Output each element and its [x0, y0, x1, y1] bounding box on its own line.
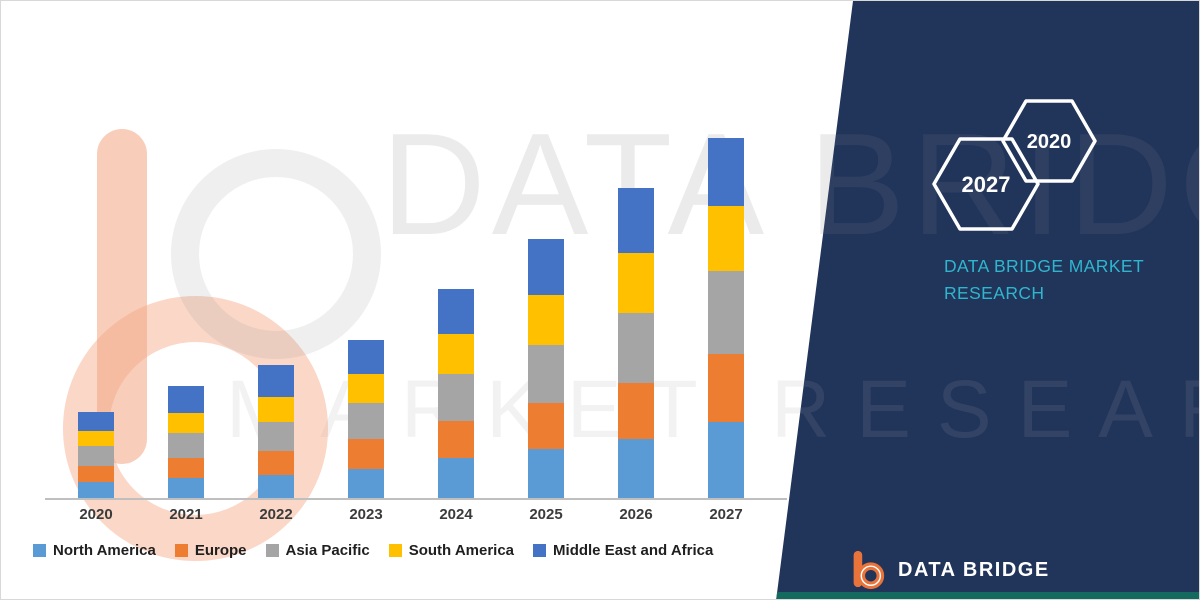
bar-slot-2021 — [141, 68, 231, 498]
bar-segment-europe — [438, 420, 474, 459]
legend: North America Europe Asia Pacific South Ame… — [33, 542, 713, 559]
stacked-bar-2025 — [528, 238, 564, 498]
stacked-bar-2021 — [168, 386, 204, 498]
bar-segment-north-america — [708, 422, 744, 498]
x-axis-label: 2026 — [619, 506, 653, 523]
stacked-bar-2026 — [618, 188, 654, 498]
bar-slot-2025 — [501, 68, 591, 498]
bar-segment-europe — [78, 465, 114, 482]
legend-item-asia-pacific: Asia Pacific — [265, 542, 370, 559]
bar-slot-2023 — [321, 68, 411, 498]
hexagon-year-label: 2027 — [962, 172, 1011, 197]
bar-segment-europe — [708, 354, 744, 423]
hexagon-2027 — [932, 137, 1040, 231]
legend-item-middle-east-and-africa: Middle East and Africa — [533, 542, 713, 559]
x-axis-label: 2025 — [529, 506, 563, 523]
brand-name-line1: DATA BRIDGE MARKET — [944, 256, 1145, 276]
bar-segment-asia-pacific — [528, 345, 564, 403]
x-axis-line — [45, 498, 787, 500]
x-axis-label: 2027 — [709, 506, 743, 523]
x-axis-labels: 2020 2021 2022 2023 2024 2025 2026 2027 — [51, 506, 771, 523]
bar-segment-south-america — [438, 334, 474, 374]
legend-label: Europe — [194, 542, 247, 559]
bar-segment-south-america — [528, 294, 564, 346]
bar-segment-asia-pacific — [438, 373, 474, 421]
bar-segment-middle-east-and-africa — [618, 188, 654, 254]
legend-swatch — [265, 544, 279, 557]
stacked-bar-2024 — [438, 289, 474, 498]
bar-segment-asia-pacific — [168, 433, 204, 459]
bar-segment-asia-pacific — [348, 402, 384, 439]
legend-swatch — [533, 544, 547, 557]
brand-name-line2: RESEARCH — [944, 283, 1045, 303]
x-axis-label: 2020 — [79, 506, 113, 523]
legend-label: Asia Pacific — [285, 542, 370, 559]
bar-segment-asia-pacific — [708, 271, 744, 355]
bar-segment-north-america — [438, 458, 474, 498]
x-axis-label: 2024 — [439, 506, 473, 523]
bar-slot-2022 — [231, 68, 321, 498]
bar-segment-europe — [258, 451, 294, 475]
legend-swatch — [388, 544, 402, 557]
legend-label: North America — [53, 542, 156, 559]
bar-slot-2020 — [51, 68, 141, 498]
legend-item-north-america: North America — [33, 542, 156, 559]
bar-segment-middle-east-and-africa — [168, 386, 204, 414]
bar-segment-middle-east-and-africa — [708, 138, 744, 207]
bar-segment-north-america — [78, 481, 114, 498]
bar-segment-europe — [618, 382, 654, 439]
bar-segment-middle-east-and-africa — [348, 339, 384, 374]
legend-swatch — [174, 544, 188, 557]
stacked-bar-chart: 2020 2021 2022 2023 2024 2025 2026 2027 North A… — [1, 1, 841, 599]
stacked-bar-2027 — [708, 138, 744, 498]
bar-segment-asia-pacific — [258, 422, 294, 452]
bar-segment-asia-pacific — [78, 445, 114, 466]
data-bridge-b-icon — [853, 550, 885, 590]
bar-slot-2026 — [591, 68, 681, 498]
bar-segment-south-america — [618, 253, 654, 313]
bar-slot-2024 — [411, 68, 501, 498]
bar-segment-europe — [168, 458, 204, 479]
bar-segment-south-america — [258, 397, 294, 423]
hexagon-2020 — [1001, 99, 1097, 183]
bar-segment-north-america — [348, 469, 384, 498]
bar-segment-south-america — [708, 206, 744, 272]
bar-segment-middle-east-and-africa — [528, 238, 564, 295]
legend-label: Middle East and Africa — [553, 542, 714, 559]
stacked-bar-2022 — [258, 364, 294, 498]
bar-segment-south-america — [78, 431, 114, 446]
footer-logo-text: DATA BRIDGE — [898, 558, 1050, 581]
x-axis-label: 2023 — [349, 506, 383, 523]
stacked-bar-2020 — [78, 411, 114, 498]
bar-segment-asia-pacific — [618, 312, 654, 383]
legend-label: South America — [408, 542, 515, 559]
bar-segment-north-america — [528, 449, 564, 498]
bar-segment-europe — [348, 438, 384, 470]
bar-segment-middle-east-and-africa — [438, 289, 474, 335]
legend-item-europe: Europe — [174, 542, 247, 559]
stacked-bar-2023 — [348, 339, 384, 498]
legend-item-south-america: South America — [388, 542, 515, 559]
brand-name-text: DATA BRIDGE MARKET RESEARCH — [944, 253, 1144, 307]
bar-segment-middle-east-and-africa — [258, 364, 294, 398]
footer-accent-strip — [776, 592, 1199, 599]
hexagon-year-label: 2020 — [1027, 131, 1072, 153]
bars-row — [51, 68, 771, 498]
bar-segment-north-america — [618, 438, 654, 498]
x-axis-label: 2022 — [259, 506, 293, 523]
footer-logo: DATA BRIDGE — [846, 549, 1050, 591]
bar-segment-middle-east-and-africa — [78, 411, 114, 432]
bar-segment-north-america — [168, 478, 204, 498]
x-axis-label: 2021 — [169, 506, 203, 523]
bar-segment-south-america — [348, 373, 384, 403]
bar-segment-south-america — [168, 413, 204, 434]
legend-swatch — [33, 544, 46, 557]
bar-segment-north-america — [258, 474, 294, 498]
bar-slot-2027 — [681, 68, 771, 498]
bar-segment-europe — [528, 402, 564, 450]
